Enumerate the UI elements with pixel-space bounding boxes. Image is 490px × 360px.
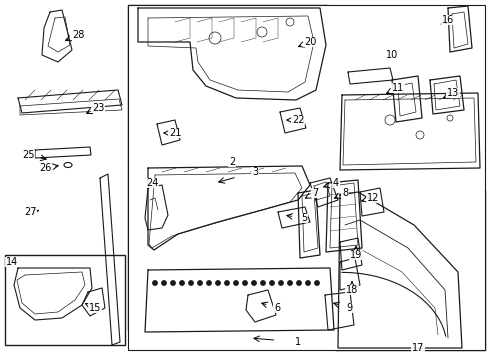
Circle shape	[297, 281, 301, 285]
Text: 23: 23	[92, 103, 104, 113]
Circle shape	[153, 281, 157, 285]
Circle shape	[189, 281, 193, 285]
Text: 1: 1	[295, 337, 301, 347]
Circle shape	[180, 281, 184, 285]
Text: 24: 24	[146, 178, 158, 188]
Text: 26: 26	[39, 163, 51, 173]
Circle shape	[234, 281, 238, 285]
Text: 11: 11	[392, 83, 404, 93]
Text: 15: 15	[89, 303, 101, 313]
Bar	[128, 5, 485, 350]
Circle shape	[270, 281, 274, 285]
Circle shape	[279, 281, 283, 285]
Text: 3: 3	[252, 167, 258, 177]
Bar	[335, 190, 485, 350]
Text: 27: 27	[24, 207, 36, 217]
Text: 2: 2	[229, 157, 235, 167]
Circle shape	[198, 281, 202, 285]
Text: 5: 5	[301, 213, 307, 223]
Text: 19: 19	[350, 250, 362, 260]
Text: 28: 28	[72, 30, 84, 40]
Text: 25: 25	[22, 150, 34, 160]
Text: 21: 21	[169, 128, 181, 138]
Text: 7: 7	[312, 188, 318, 198]
Circle shape	[171, 281, 175, 285]
Text: 6: 6	[274, 303, 280, 313]
Bar	[128, 160, 328, 330]
Circle shape	[225, 281, 229, 285]
Text: 17: 17	[412, 343, 424, 353]
Text: 16: 16	[442, 15, 454, 25]
Circle shape	[162, 281, 166, 285]
Circle shape	[261, 281, 265, 285]
Circle shape	[216, 281, 220, 285]
Text: 4: 4	[333, 178, 339, 188]
Text: 20: 20	[304, 37, 316, 47]
Bar	[335, 52, 483, 180]
Bar	[5, 255, 125, 345]
Circle shape	[243, 281, 247, 285]
Text: 14: 14	[6, 257, 18, 267]
Text: 8: 8	[342, 188, 348, 198]
Text: 12: 12	[367, 193, 379, 203]
Circle shape	[288, 281, 292, 285]
Circle shape	[315, 281, 319, 285]
Text: 22: 22	[292, 115, 304, 125]
Text: 13: 13	[447, 88, 459, 98]
Text: 9: 9	[346, 303, 352, 313]
Circle shape	[306, 281, 310, 285]
Bar	[128, 5, 328, 160]
Text: 10: 10	[386, 50, 398, 60]
Circle shape	[207, 281, 211, 285]
Text: 18: 18	[346, 285, 358, 295]
Circle shape	[252, 281, 256, 285]
